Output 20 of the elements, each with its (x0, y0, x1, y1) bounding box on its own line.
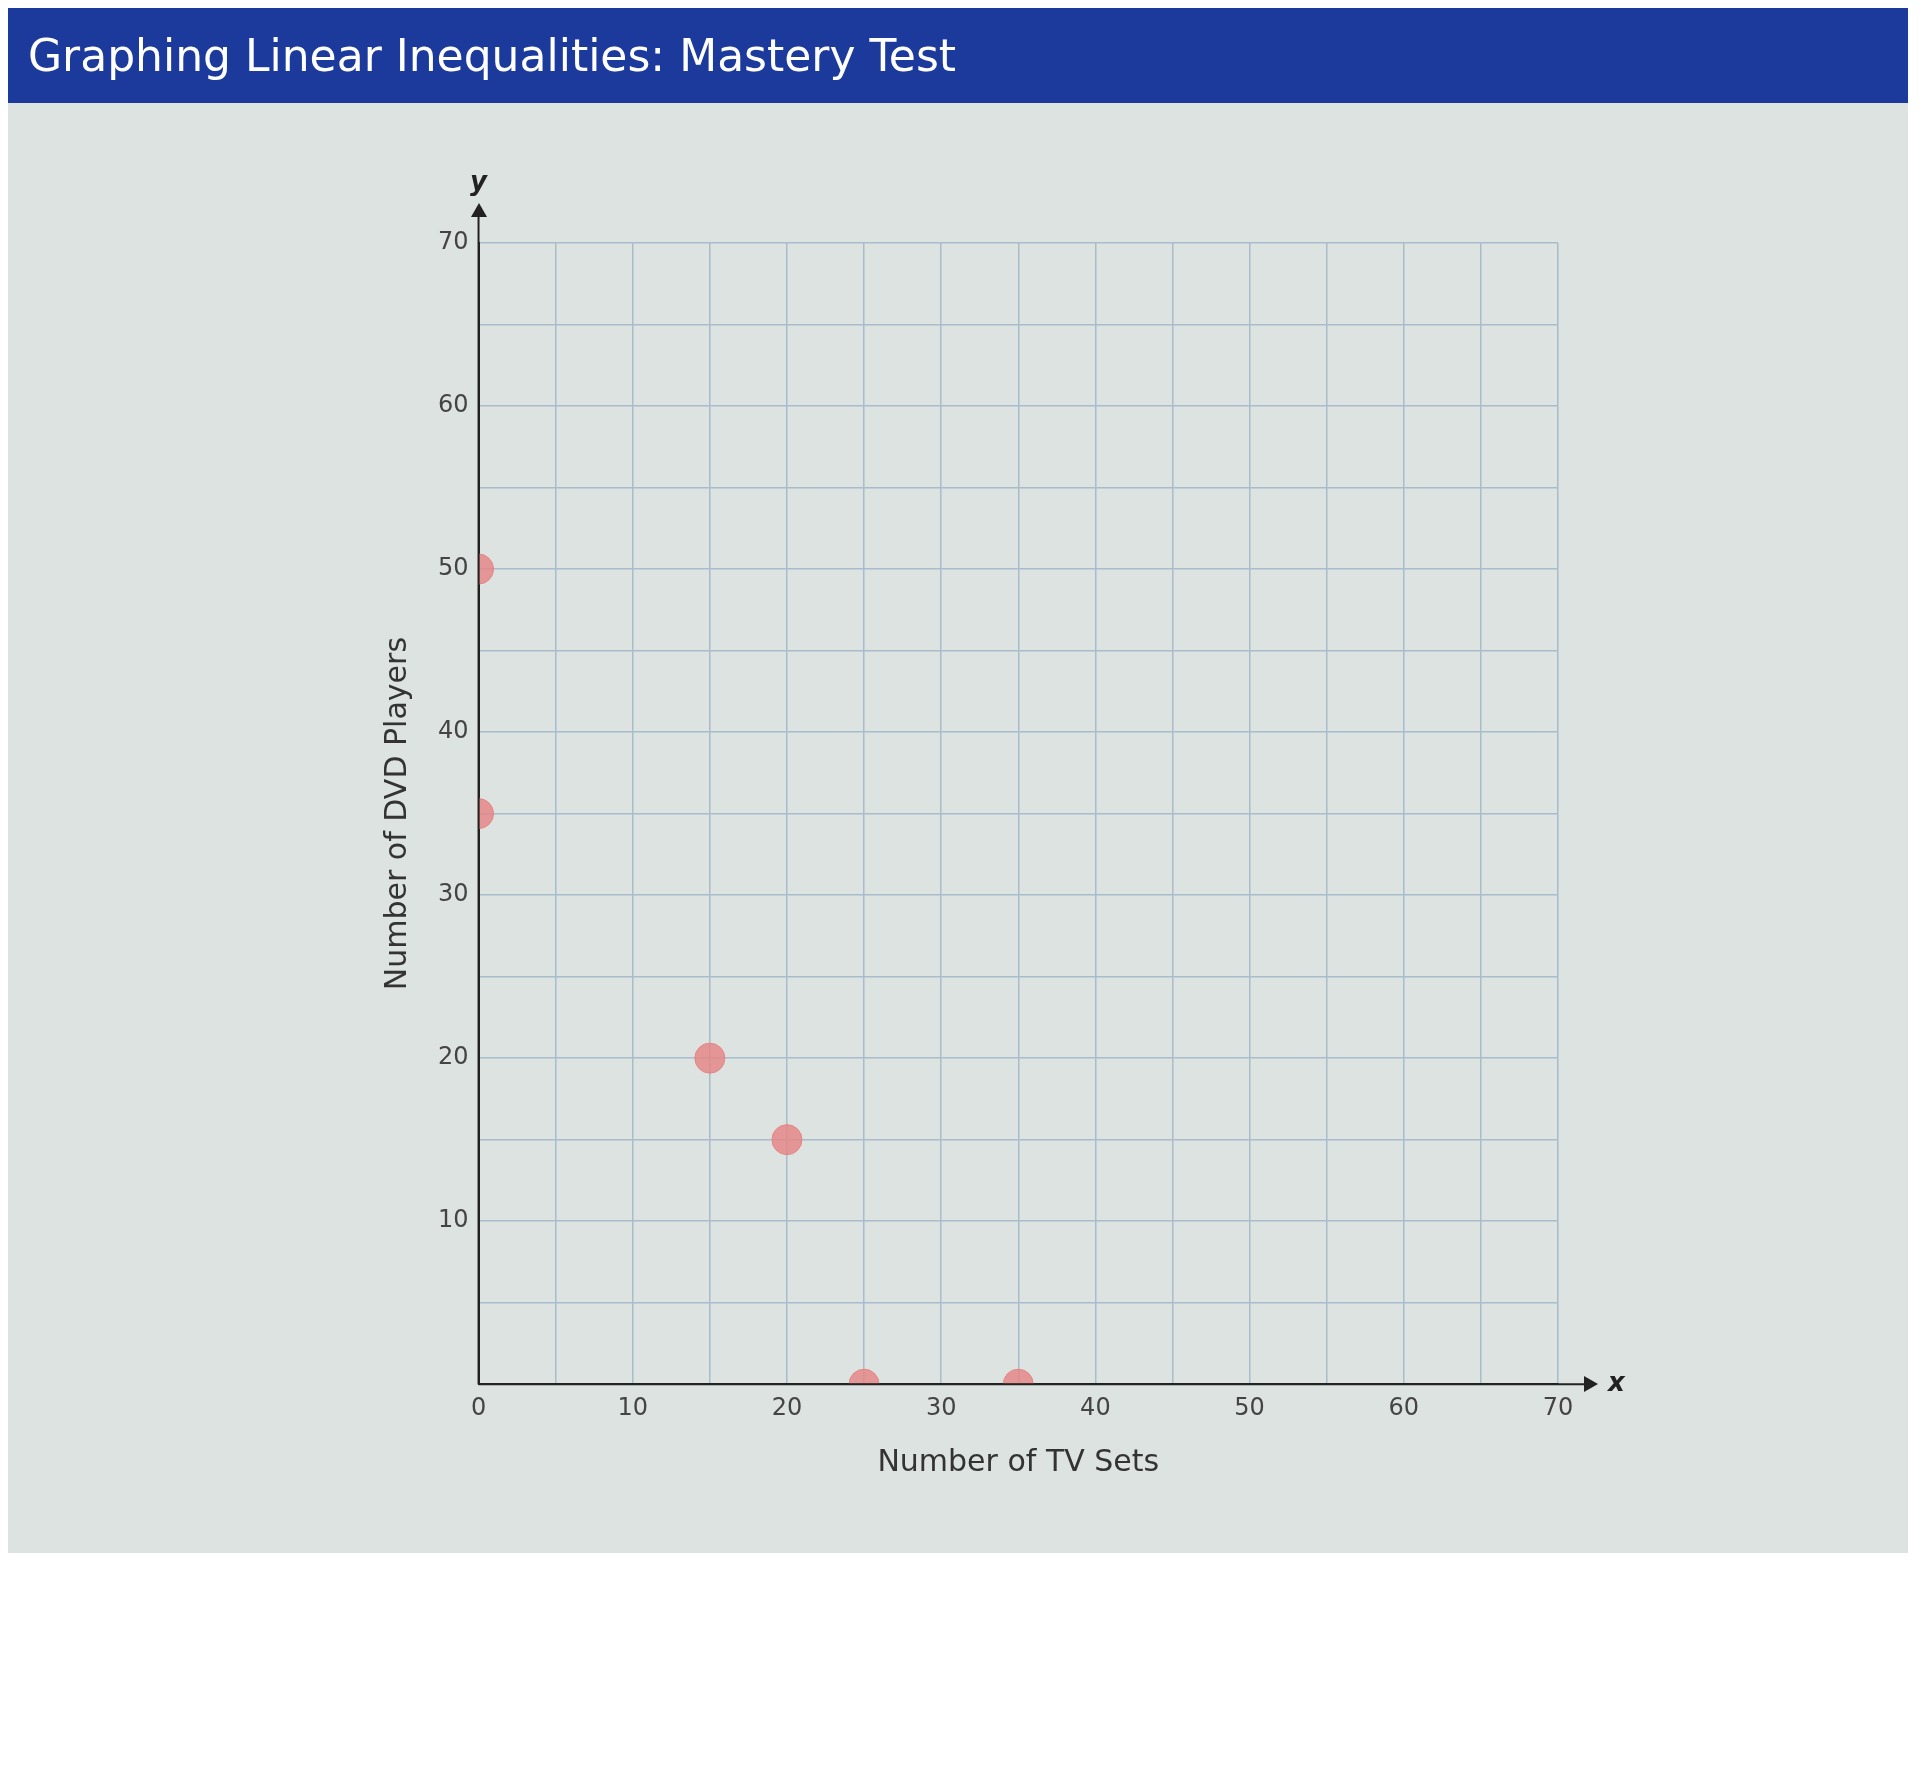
y-tick-label: 30 (437, 879, 469, 908)
chart-title: Graphing Linear Inequalities: Mastery Test (8, 8, 1908, 103)
text: y (470, 165, 489, 196)
x-tick-label: 10 (617, 1392, 649, 1421)
y-tick-label: 60 (437, 390, 469, 419)
y-tick-label: 50 (437, 553, 469, 582)
x-tick-label: 70 (1542, 1392, 1574, 1421)
x-tick-label: 40 (1080, 1392, 1111, 1421)
x-tick-label: 0 (470, 1392, 487, 1421)
x-tick-label: 30 (925, 1392, 957, 1421)
y-axis-title: Number of DVD Players (377, 636, 413, 991)
x-tick-label: 60 (1388, 1392, 1420, 1421)
y-tick-label: 70 (437, 227, 469, 256)
y-tick-label: 10 (437, 1205, 469, 1234)
x-axis-title: Number of TV Sets (877, 1442, 1160, 1478)
text: x (1606, 1366, 1626, 1397)
y-tick-label: 40 (437, 716, 469, 745)
y-tick-label: 20 (437, 1042, 469, 1071)
x-tick-label: 20 (771, 1392, 803, 1421)
x-tick-label: 50 (1234, 1392, 1265, 1421)
